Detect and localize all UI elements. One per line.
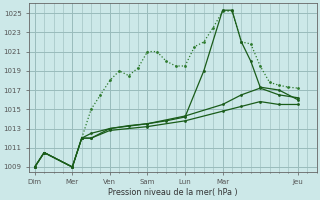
X-axis label: Pression niveau de la mer( hPa ): Pression niveau de la mer( hPa ): [108, 188, 238, 197]
